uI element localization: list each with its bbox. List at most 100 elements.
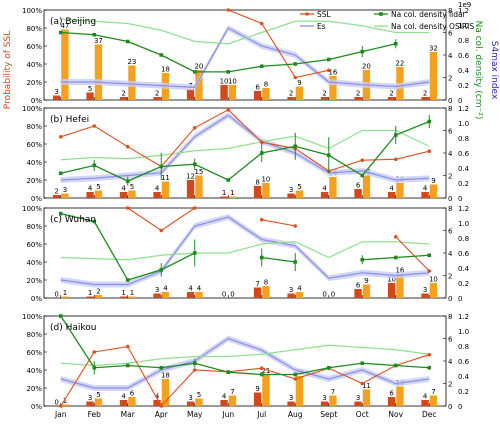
bar-orange xyxy=(295,376,304,406)
es-line xyxy=(60,27,430,89)
panel-title: (b) Hefei xyxy=(50,115,89,125)
bar-red-label: 3 xyxy=(356,394,360,402)
bar-orange-label: 16 xyxy=(395,267,404,275)
month-label: Jan xyxy=(54,410,67,419)
lidar-point xyxy=(192,162,197,167)
exponent-label: 1e9 xyxy=(458,1,471,9)
panel-title: (a) Beijing xyxy=(50,17,96,27)
bar-red-label: 6 xyxy=(255,84,260,92)
bar-orange-label: 5 xyxy=(197,391,201,399)
bar-red xyxy=(119,97,128,100)
bar-red-label: 0 xyxy=(54,399,58,407)
bar-red xyxy=(220,85,228,100)
s4-tick-label: 0.4 xyxy=(458,67,470,75)
bar-orange-label: 1 xyxy=(230,189,234,197)
bar-red-label: 6 xyxy=(356,182,361,190)
left-tick-label: 40% xyxy=(26,159,42,167)
lidar-point xyxy=(192,251,197,255)
bar-orange xyxy=(94,295,103,298)
osiris-line xyxy=(60,129,430,161)
bar-red-label: 0 xyxy=(54,291,58,299)
s4-tick-label: 0.8 xyxy=(458,235,469,243)
left-tick-label: 80% xyxy=(26,123,42,131)
bar-red xyxy=(119,296,128,298)
bar-red xyxy=(86,296,94,298)
bar-red-label: 0 xyxy=(322,291,326,299)
s4-tick-label: 0 xyxy=(458,97,462,105)
month-label: Aug xyxy=(288,410,303,419)
ssl-point xyxy=(192,206,197,210)
bar-red-label: 5 xyxy=(88,85,92,93)
bar-red xyxy=(287,401,295,406)
lidar-point xyxy=(58,30,63,35)
s4-tick-label: 0.4 xyxy=(458,265,470,273)
bar-red-label: 6 xyxy=(356,282,361,290)
bar-orange-label: 1 xyxy=(130,289,134,297)
legend-label-lidar: Na col. density lidar xyxy=(391,10,467,19)
bar-orange xyxy=(429,395,438,406)
legend-label-ssl: SSL xyxy=(317,10,332,19)
bar-red xyxy=(220,196,228,198)
bar-red xyxy=(153,293,161,298)
ssl-point xyxy=(92,350,97,354)
month-label: Nov xyxy=(388,410,403,419)
bar-orange xyxy=(128,296,136,298)
bar-red-label: 3 xyxy=(423,286,427,294)
panel-1: 0% 20% 40% 60% 80% 100% 0 2 4 6 8 0 0.2 0.4 0.6 0.8 1.0 1… xyxy=(22,105,470,203)
ssl-line xyxy=(60,109,430,172)
ssl-point xyxy=(192,368,197,372)
month-label: Sept xyxy=(320,410,337,419)
ssl-point xyxy=(159,404,164,408)
legend-marker-ssl xyxy=(305,12,309,16)
lidar-line xyxy=(261,256,296,263)
bar-orange xyxy=(94,44,103,100)
left-tick-label: 20% xyxy=(26,79,42,87)
bar-red-label: 3 xyxy=(289,394,293,402)
na-tick-label: 8 xyxy=(448,105,452,113)
panel-0: 0%20%40%60%80%100%0246800.20.40.60.81.01… xyxy=(22,7,474,105)
bar-orange xyxy=(228,85,237,100)
bar-red xyxy=(153,400,161,406)
lidar-point xyxy=(58,211,63,216)
na-tick-label: 6 xyxy=(448,30,453,38)
bar-red-label: 4 xyxy=(389,185,394,193)
s4-tick-label: 0.6 xyxy=(458,150,470,158)
bar-red-label: 1 xyxy=(88,289,92,297)
left-tick-label: 20% xyxy=(26,277,42,285)
lidar-point xyxy=(293,372,298,377)
left-tick-label: 60% xyxy=(26,43,42,51)
bar-orange-label: 18 xyxy=(161,372,170,380)
bar-orange xyxy=(295,292,304,298)
bar-red xyxy=(52,195,61,198)
bar-red-label: 10 xyxy=(387,276,396,284)
s4-tick-label: 0.4 xyxy=(458,373,470,381)
month-label: Feb xyxy=(88,410,102,419)
bar-red-label: 4 xyxy=(155,185,160,193)
s4-tick-label: 1.0 xyxy=(458,220,469,228)
s4-tick-label: 1.2 xyxy=(458,313,469,321)
bar-orange-label: 23 xyxy=(127,58,136,66)
na-tick-label: 0 xyxy=(448,97,452,105)
na-tick-label: 4 xyxy=(448,250,453,258)
lidar-point xyxy=(360,173,365,178)
left-axis-label: Probability of SSL xyxy=(3,31,13,109)
left-tick-label: 0% xyxy=(31,403,42,411)
s4-tick-label: 0 xyxy=(458,295,462,303)
bar-orange-label: 10 xyxy=(228,78,237,86)
s4-tick-label: 0.2 xyxy=(458,388,469,396)
ssl-point xyxy=(226,108,231,112)
bar-orange-label: 9 xyxy=(431,177,435,185)
bar-orange xyxy=(429,184,438,198)
left-tick-label: 100% xyxy=(22,313,42,321)
lidar-point xyxy=(427,365,432,370)
ssl-point xyxy=(58,404,63,408)
month-label: Jul xyxy=(256,410,266,419)
lidar-point xyxy=(159,53,164,57)
bar-red xyxy=(421,192,429,198)
bar-orange xyxy=(228,395,237,406)
bar-red xyxy=(421,97,429,100)
lidar-line xyxy=(60,120,430,182)
bar-red xyxy=(153,97,161,100)
bar-orange xyxy=(429,283,438,298)
